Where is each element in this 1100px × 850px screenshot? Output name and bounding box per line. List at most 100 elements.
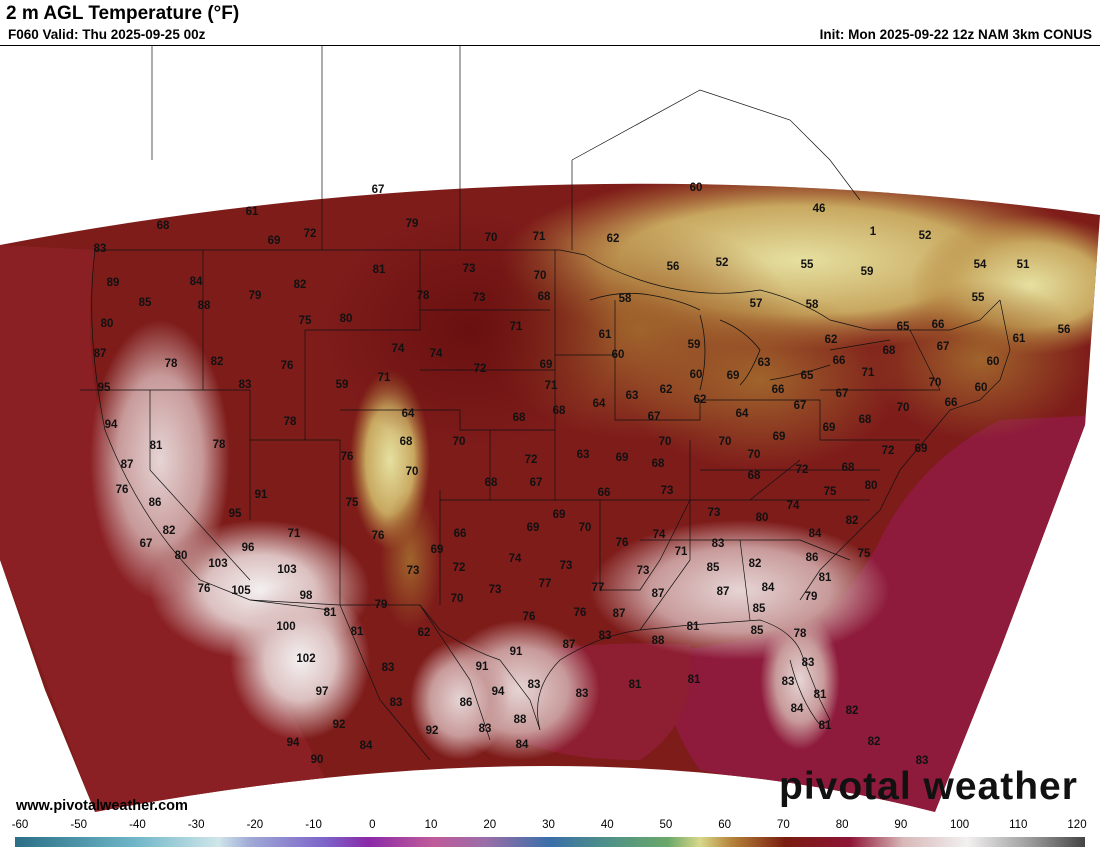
temperature-value: 65	[801, 370, 814, 382]
temperature-value: 78	[284, 416, 297, 428]
temperature-value: 102	[296, 653, 315, 665]
temperature-value: 70	[451, 593, 464, 605]
temperature-value: 70	[929, 377, 942, 389]
temperature-value: 67	[794, 400, 807, 412]
temperature-value: 73	[407, 565, 420, 577]
temperature-value: 68	[748, 470, 761, 482]
temperature-value: 72	[796, 464, 809, 476]
temperature-value: 91	[255, 489, 268, 501]
temperature-value: 59	[336, 379, 349, 391]
color-scale-label: 30	[542, 819, 555, 831]
temperature-value: 69	[773, 431, 786, 443]
temperature-value: 73	[708, 507, 721, 519]
website-url: www.pivotalweather.com	[16, 798, 188, 814]
temperature-value: 73	[637, 565, 650, 577]
temperature-value: 87	[613, 608, 626, 620]
temperature-value: 61	[599, 329, 612, 341]
temperature-value: 81	[688, 674, 701, 686]
color-scale-label: 70	[776, 819, 790, 831]
temperature-value: 72	[453, 562, 466, 574]
temperature-value: 83	[479, 723, 492, 735]
temperature-value: 73	[560, 560, 573, 572]
temperature-value: 73	[473, 292, 486, 304]
temperature-value: 74	[430, 348, 443, 360]
temperature-value: 82	[846, 515, 859, 527]
temperature-value: 88	[514, 714, 527, 726]
temperature-value: 82	[294, 279, 307, 291]
temperature-value: 83	[802, 657, 815, 669]
color-scale-label: 120	[1067, 819, 1087, 831]
temperature-value: 82	[749, 558, 762, 570]
temperature-value: 73	[463, 263, 476, 275]
color-scale-label: 20	[483, 819, 497, 831]
temperature-value: 83	[390, 697, 403, 709]
temperature-value: 76	[281, 360, 294, 372]
temperature-value: 81	[351, 626, 364, 638]
temperature-value: 105	[231, 585, 251, 597]
temperature-value: 62	[660, 384, 673, 396]
temperature-value: 62	[694, 394, 707, 406]
temperature-value: 63	[626, 390, 639, 402]
temperature-value: 85	[753, 603, 766, 615]
temperature-value: 88	[198, 300, 211, 312]
temperature-value: 87	[121, 459, 134, 471]
temperature-value: 83	[382, 662, 395, 674]
temperature-value: 60	[975, 382, 988, 394]
temperature-value: 87	[652, 588, 665, 600]
temperature-value: 61	[1013, 333, 1026, 345]
temperature-value: 58	[806, 299, 819, 311]
temperature-value: 70	[485, 232, 498, 244]
header-divider	[0, 45, 1100, 46]
temperature-value: 81	[324, 607, 337, 619]
temperature-value: 62	[825, 334, 838, 346]
temperature-value: 97	[316, 686, 329, 698]
temperature-value: 84	[809, 528, 822, 540]
color-scale-label: 0	[369, 819, 376, 831]
temperature-value: 81	[687, 621, 700, 633]
temperature-value: 80	[865, 480, 878, 492]
temperature-value: 74	[787, 500, 800, 512]
temperature-value: 94	[105, 419, 118, 431]
temperature-value: 74	[509, 553, 522, 565]
temperature-value: 66	[454, 528, 467, 540]
temperature-value: 59	[688, 339, 701, 351]
temperature-value: 72	[882, 445, 895, 457]
temperature-value: 76	[116, 484, 129, 496]
temperature-value: 60	[690, 182, 703, 194]
temperature-value: 85	[751, 625, 764, 637]
temperature-value: 74	[392, 343, 405, 355]
temperature-value: 82	[868, 736, 881, 748]
temperature-value: 81	[814, 689, 827, 701]
temperature-value: 78	[417, 290, 430, 302]
temperature-value: 76	[523, 611, 536, 623]
temperature-value: 78	[794, 628, 807, 640]
temperature-value: 73	[661, 485, 674, 497]
temperature-value: 73	[489, 584, 502, 596]
color-scale-label: 10	[424, 819, 438, 831]
color-scale-label: -40	[129, 819, 146, 831]
model-domain	[0, 183, 1100, 812]
temperature-value: 85	[707, 562, 720, 574]
temperature-value: 75	[346, 497, 359, 509]
temperature-value: 71	[862, 367, 875, 379]
valid-time: F060 Valid: Thu 2025-09-25 00z	[8, 27, 206, 42]
temperature-value: 60	[612, 349, 625, 361]
temperature-value: 77	[592, 582, 605, 594]
temperature-value: 69	[727, 370, 740, 382]
color-scale-label: -20	[246, 819, 264, 831]
temperature-value: 79	[375, 599, 388, 611]
temperature-value: 71	[288, 528, 301, 540]
temperature-value: 64	[593, 398, 606, 410]
temperature-value: 69	[540, 359, 553, 371]
temperature-value: 77	[539, 578, 552, 590]
temperature-value: 62	[607, 233, 620, 245]
temperature-value: 76	[616, 537, 629, 549]
temperature-value: 70	[748, 449, 761, 461]
temperature-value: 64	[736, 408, 749, 420]
temperature-value: 70	[406, 466, 419, 478]
temperature-value: 83	[712, 538, 725, 550]
temperature-value: 83	[239, 379, 252, 391]
temperature-value: 74	[653, 529, 666, 541]
temperature-value: 84	[190, 276, 203, 288]
